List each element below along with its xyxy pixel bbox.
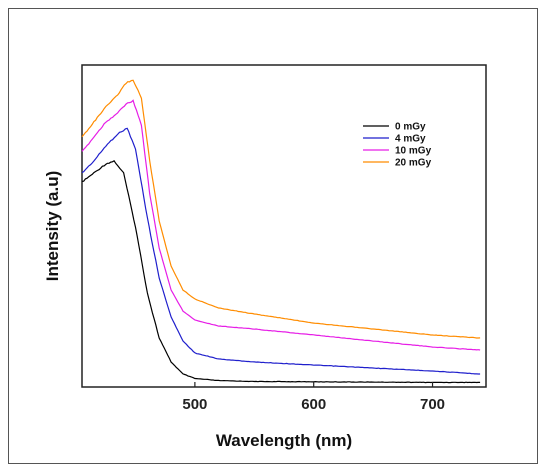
x-axis-title: Wavelength (nm): [216, 431, 352, 450]
series-line-0-mgy: [81, 159, 481, 384]
legend-label-10-mgy: 10 mGy: [395, 146, 432, 157]
legend-label-4-mgy: 4 mGy: [395, 134, 426, 145]
x-tick-label-600: 600: [301, 396, 326, 413]
series-layer: [81, 79, 481, 384]
legend-label-0-mgy: 0 mGy: [395, 122, 426, 133]
figure-frame: [8, 8, 538, 464]
x-tick-label-500: 500: [182, 396, 207, 413]
y-axis-title: Intensity (a.u): [43, 171, 62, 282]
series-line-4-mgy: [81, 127, 481, 375]
ticks-layer: 500 600 700: [182, 382, 445, 413]
series-line-10-mgy: [81, 99, 481, 351]
series-line-20-mgy: [81, 79, 481, 339]
legend-label-20-mgy: 20 mGy: [395, 158, 432, 169]
plot-area: [81, 64, 487, 388]
x-tick-label-700: 700: [420, 396, 445, 413]
